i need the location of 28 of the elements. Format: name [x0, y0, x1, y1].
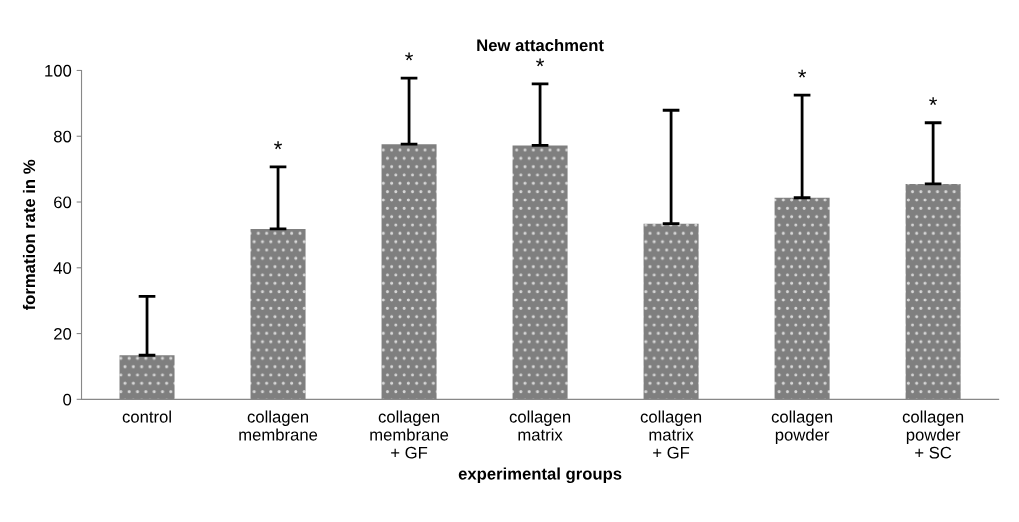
- x-tick-label: collagen matrix + GF: [640, 410, 702, 459]
- bar: [643, 223, 699, 400]
- annotation: *: [536, 58, 545, 67]
- annotation: *: [405, 52, 414, 61]
- bar: [774, 197, 830, 400]
- x-tick-label: collagen membrane: [239, 410, 318, 441]
- bar: [905, 183, 961, 400]
- x-tick-label: collagen powder: [771, 410, 833, 444]
- y-tick-label: 100: [45, 64, 72, 77]
- y-tick-label: 0: [63, 393, 72, 406]
- x-axis-title: experimental groups: [458, 467, 622, 484]
- x-tick-label: collagen matrix: [509, 410, 571, 441]
- annotation: *: [274, 141, 283, 150]
- y-tick-label: 60: [54, 196, 72, 209]
- y-tick-label: 80: [53, 130, 72, 143]
- x-tick-label: collagen membrane + GF: [370, 410, 449, 459]
- x-tick-label: control: [122, 410, 171, 423]
- annotation: *: [929, 97, 938, 106]
- annotation: *: [798, 69, 807, 78]
- bar: [512, 145, 568, 400]
- x-tick-label: collagen powder + SC: [902, 410, 964, 459]
- bar: [119, 355, 175, 400]
- y-tick-label: 40: [53, 262, 72, 274]
- bar: [250, 228, 306, 400]
- y-axis-title: formation rate in %: [22, 159, 36, 311]
- y-tick-label: 20: [54, 327, 72, 340]
- bar: [381, 144, 437, 400]
- chart-title: New attachment: [477, 38, 604, 52]
